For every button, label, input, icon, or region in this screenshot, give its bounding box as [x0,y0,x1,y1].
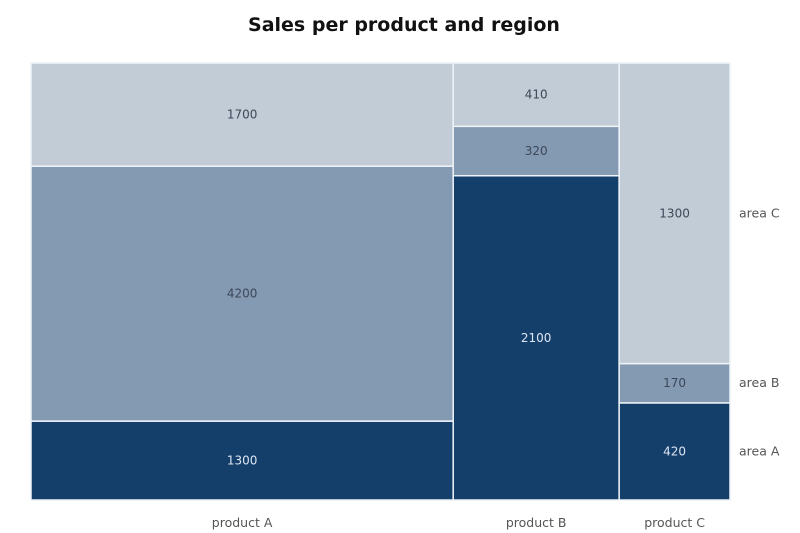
mosaic-tile [452,174,620,501]
data-label: 4200 [227,287,258,301]
x-tick-label: product A [212,515,273,530]
data-label: 1300 [659,206,690,220]
mosaic-tile [452,62,620,128]
data-label: 410 [525,88,548,102]
data-label: 170 [663,376,686,390]
data-label: 1300 [227,454,258,468]
data-label: 1700 [227,108,258,122]
data-label: 420 [663,444,686,458]
data-label: 320 [525,144,548,158]
legend-label: area C [739,205,780,220]
legend-label: area B [739,375,779,390]
mosaic-tile [618,362,731,404]
mosaic-tile [30,165,454,422]
x-tick-label: product C [644,515,705,530]
mosaic-tile [618,62,731,365]
legend-label: area A [739,443,780,458]
data-label: 2100 [521,331,552,345]
mosaic-tile [618,402,731,501]
chart-title: Sales per product and region [248,14,560,36]
x-tick-label: product B [506,515,567,530]
